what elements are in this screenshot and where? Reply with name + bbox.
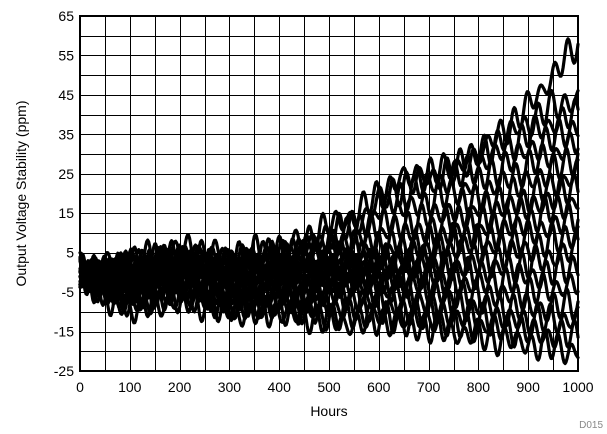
y-tick-label: 35 — [58, 126, 74, 142]
y-tick-label: 15 — [58, 205, 74, 221]
x-tick-label: 300 — [218, 379, 242, 395]
x-tick-label: 1000 — [562, 379, 593, 395]
y-tick-label: 45 — [58, 87, 74, 103]
y-tick-label: -15 — [54, 324, 74, 340]
x-tick-label: 900 — [517, 379, 541, 395]
x-tick-label: 700 — [417, 379, 441, 395]
x-tick-label: 600 — [367, 379, 391, 395]
x-tick-label: 200 — [168, 379, 192, 395]
y-tick-label: 65 — [58, 8, 74, 24]
x-axis-title: Hours — [310, 403, 347, 419]
x-tick-label: 800 — [467, 379, 491, 395]
y-tick-label: 5 — [66, 245, 74, 261]
plot-frame — [79, 15, 579, 372]
x-tick-label: 100 — [118, 379, 142, 395]
y-tick-label: 25 — [58, 166, 74, 182]
x-tick-label: 400 — [268, 379, 292, 395]
x-tick-label: 0 — [76, 379, 84, 395]
x-tick-label: 500 — [317, 379, 341, 395]
series-group — [78, 37, 580, 366]
y-axis-title: Output Voltage Stability (ppm) — [13, 101, 29, 287]
tick-labels: 0 100 200 300 400 500 600 700 800 900 1000 -25 -15 -5… — [54, 8, 594, 395]
y-tick-label: -25 — [54, 363, 74, 379]
series-line — [78, 264, 580, 366]
series-line — [78, 265, 580, 315]
figure-id-label: D015 — [579, 420, 603, 431]
y-tick-label: 55 — [58, 47, 74, 63]
y-tick-label: -5 — [62, 284, 75, 300]
